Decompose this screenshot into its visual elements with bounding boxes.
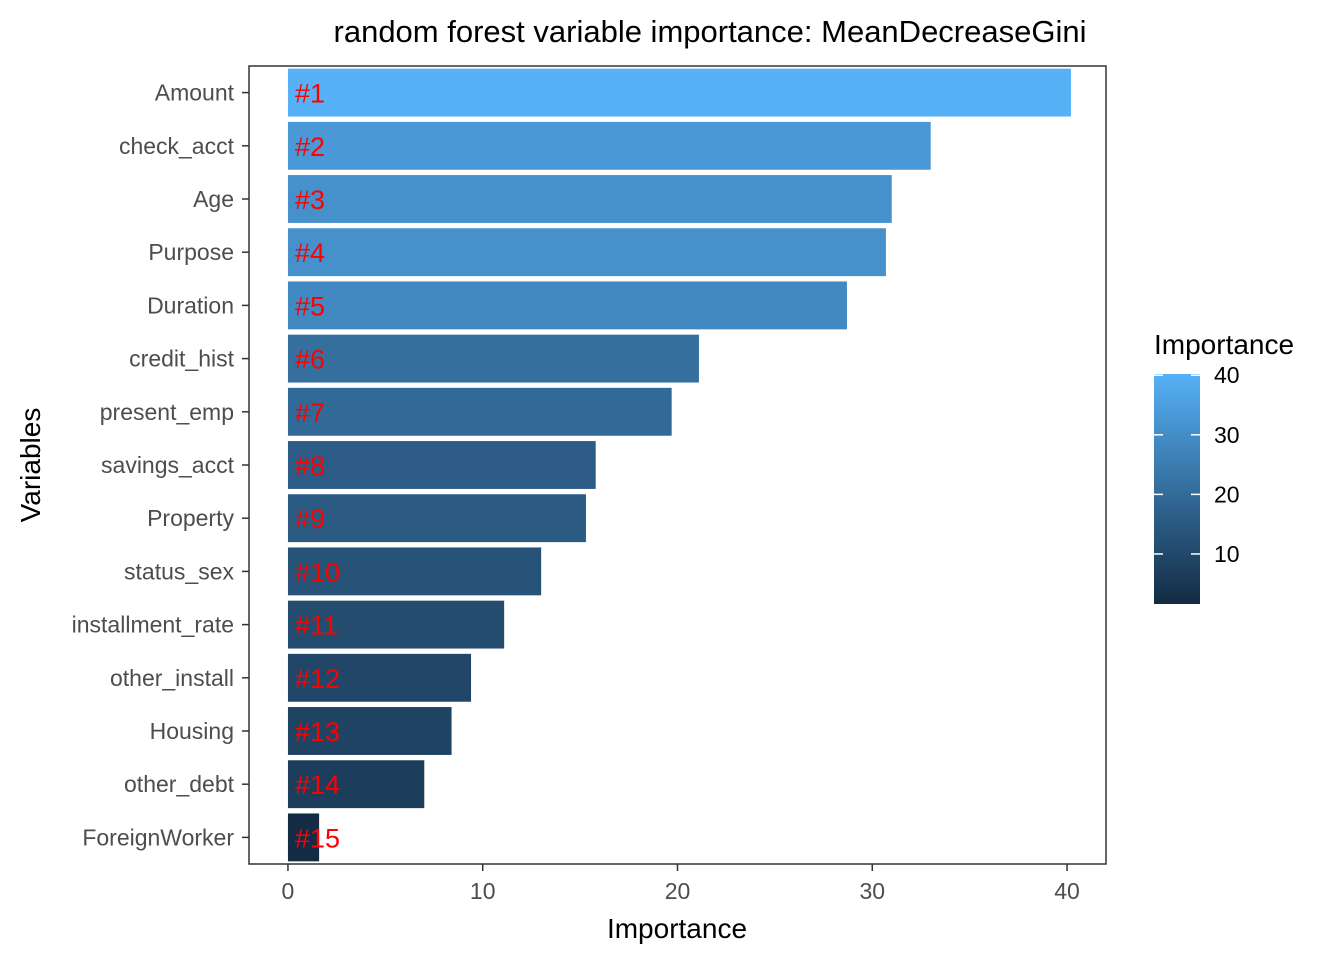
y-tick-label: savings_acct [101,452,235,478]
bar-ForeignWorker [287,813,320,862]
legend-tick-label: 30 [1214,422,1240,448]
y-tick-label: Purpose [148,239,234,265]
chart-title: random forest variable importance: MeanD… [334,14,1087,49]
bar-check_acct [287,121,931,170]
bar-Age [287,175,892,223]
bar-installment_rate [287,600,505,649]
bar-labels-layer: #1 #2 #3 #4 #5 #6 #7 #8 #9 #10 #11 #12 #13 #14 #15 [295,79,340,854]
legend-title: Importance [1154,329,1294,360]
legend-tick-label: 40 [1214,362,1240,388]
bar-rank-label: #11 [295,611,338,641]
x-axis: 0 10 20 30 40 [282,864,1080,904]
bar-rank-label: #12 [295,664,340,694]
bar-rank-label: #5 [295,291,325,321]
y-tick-label: Property [147,505,234,531]
bar-rank-label: #8 [295,451,325,481]
y-tick-label: credit_hist [129,346,234,372]
bar-rank-label: #4 [295,238,325,268]
bar-Property [287,494,586,543]
bar-rank-label: #13 [295,717,340,747]
y-tick-label: status_sex [124,558,234,584]
x-tick-label: 40 [1054,878,1080,904]
color-legend: Importance 10 20 30 40 [1154,329,1294,604]
bar-rank-label: #6 [295,345,325,375]
bar-Duration [287,281,847,330]
bar-Housing [287,707,452,755]
y-tick-label: other_debt [124,771,235,797]
bar-present_emp [287,387,672,436]
bar-Amount [287,68,1071,117]
x-tick-label: 30 [859,878,885,904]
legend-tick-label: 10 [1214,541,1240,567]
bar-rank-label: #10 [295,557,340,587]
x-axis-title: Importance [607,913,747,944]
x-tick-label: 20 [665,878,691,904]
bar-rank-label: #1 [295,79,325,109]
bar-Purpose [287,228,886,277]
y-tick-label: Duration [147,292,234,318]
legend-colorbar [1154,374,1200,604]
bar-rank-label: #15 [295,823,340,853]
bars-layer [287,68,1071,862]
bar-savings_acct [287,441,596,489]
bar-rank-label: #9 [295,504,325,534]
y-tick-label: Amount [155,80,235,106]
bar-other_debt [287,760,425,809]
y-tick-label: installment_rate [72,612,234,638]
y-tick-label: ForeignWorker [82,824,234,850]
legend-tick-label: 20 [1214,481,1240,507]
bar-rank-label: #7 [295,398,325,428]
legend-ticks: 10 20 30 40 [1154,362,1240,567]
y-tick-label: present_emp [100,399,234,425]
bar-other_install [287,653,472,702]
y-tick-label: Housing [150,718,234,744]
y-tick-label: Age [193,186,234,212]
bar-rank-label: #14 [295,770,340,800]
x-tick-label: 0 [282,878,295,904]
y-tick-label: other_install [110,665,234,691]
y-axis: Amount check_acct Age Purpose Duration credit… [72,80,249,850]
bar-credit_hist [287,334,699,383]
y-tick-label: check_acct [119,133,235,159]
x-tick-label: 10 [470,878,496,904]
bar-status_sex [287,547,542,596]
bar-rank-label: #2 [295,132,325,162]
bar-rank-label: #3 [295,185,325,215]
y-axis-title: Variables [15,408,46,523]
